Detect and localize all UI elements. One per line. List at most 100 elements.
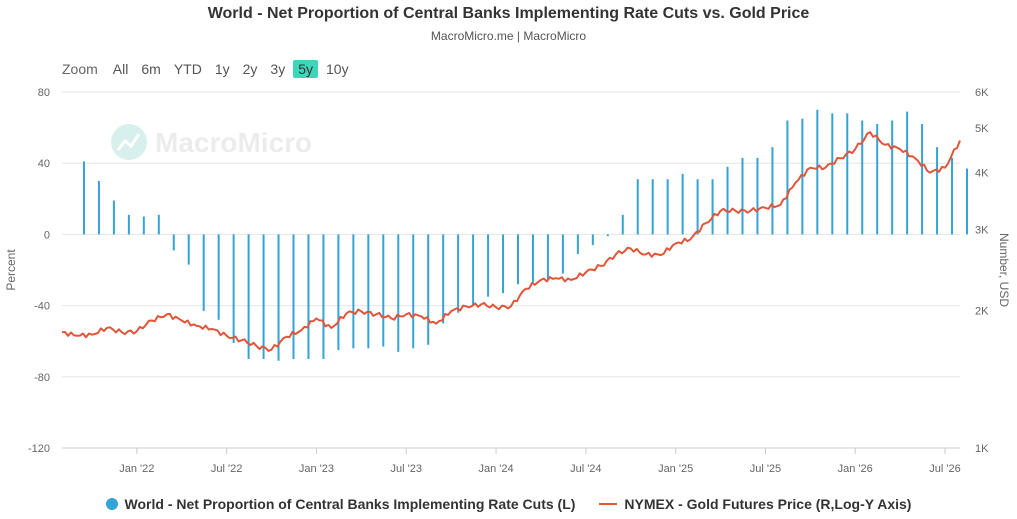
bar[interactable] — [606, 234, 609, 237]
range-button-5y[interactable]: 5y — [293, 60, 318, 78]
left-tick-label: -80 — [34, 372, 50, 384]
right-axis-title: Number, USD — [997, 233, 1011, 307]
bar[interactable] — [561, 234, 564, 274]
bar[interactable] — [82, 161, 85, 235]
bar[interactable] — [412, 234, 415, 349]
bar[interactable] — [442, 234, 445, 324]
bar[interactable] — [337, 234, 340, 351]
x-tick-label: Jan '26 — [838, 463, 873, 475]
range-button-6m[interactable]: 6m — [141, 61, 161, 77]
gold-price-line[interactable] — [61, 131, 961, 352]
bar[interactable] — [397, 234, 400, 352]
bar[interactable] — [157, 214, 160, 235]
range-button-10y[interactable]: 10y — [326, 61, 349, 77]
watermark: MacroMicro — [111, 124, 312, 160]
watermark-logo-mark-icon — [116, 133, 141, 151]
range-button-ytd[interactable]: YTD — [173, 61, 202, 77]
right-tick-label: 4K — [975, 168, 989, 180]
x-tick-label: Jan '22 — [119, 463, 154, 475]
left-tick-label: 40 — [38, 158, 50, 170]
bar[interactable] — [756, 157, 759, 235]
legend-line-swatch — [599, 503, 618, 505]
x-tick-label: Jan '25 — [658, 463, 693, 475]
bar[interactable] — [307, 234, 310, 359]
zoom-label: Zoom — [62, 61, 98, 77]
bar[interactable] — [816, 109, 819, 235]
bar[interactable] — [487, 234, 490, 297]
range-button-2y[interactable]: 2y — [242, 61, 258, 77]
bar[interactable] — [921, 124, 924, 235]
bar[interactable] — [771, 147, 774, 235]
bar[interactable] — [936, 147, 939, 235]
bar[interactable] — [906, 111, 909, 235]
bar[interactable] — [172, 234, 175, 251]
bar[interactable] — [202, 234, 205, 311]
bar[interactable] — [262, 234, 265, 359]
bar[interactable] — [97, 181, 100, 235]
bar[interactable] — [472, 234, 475, 306]
x-axis: Jan '22 Jul '22 Jan '23 Jul '23 Jan '24 Jul '… — [119, 448, 961, 475]
range-button-1y[interactable]: 1y — [214, 61, 230, 77]
bar[interactable] — [187, 234, 190, 265]
bar[interactable] — [517, 234, 519, 285]
legend: World - Net Proportion of Central Banks … — [0, 496, 1017, 512]
range-button-all[interactable]: All — [112, 61, 129, 77]
bar[interactable] — [502, 234, 505, 294]
bar[interactable] — [292, 234, 295, 359]
bar[interactable] — [726, 166, 729, 235]
bar[interactable] — [801, 118, 804, 235]
x-tick-label: Jul '25 — [750, 463, 781, 475]
bar[interactable] — [651, 179, 654, 235]
bar[interactable] — [711, 179, 714, 235]
bar[interactable] — [951, 157, 954, 235]
right-tick-label: 1K — [975, 443, 989, 455]
bar[interactable] — [696, 179, 699, 235]
right-tick-label: 6K — [975, 87, 989, 99]
bar[interactable] — [786, 120, 789, 235]
bar[interactable] — [966, 168, 968, 235]
x-tick-label: Jul '23 — [391, 463, 422, 475]
bar[interactable] — [876, 124, 879, 235]
x-tick-label: Jan '24 — [478, 463, 513, 475]
legend-item-rate-cuts[interactable]: World - Net Proportion of Central Banks … — [105, 496, 575, 512]
left-tick-label: 0 — [44, 229, 50, 241]
bar[interactable] — [621, 214, 624, 235]
bar[interactable] — [576, 234, 579, 254]
bar[interactable] — [127, 214, 130, 235]
bar[interactable] — [322, 234, 325, 359]
bar[interactable] — [741, 157, 744, 235]
bar[interactable] — [861, 120, 864, 235]
right-tick-label: 5K — [975, 123, 989, 135]
watermark-text: MacroMicro — [155, 127, 312, 158]
bar[interactable] — [591, 234, 594, 246]
chart-subtitle: MacroMicro.me | MacroMicro — [430, 29, 587, 43]
legend-item-gold[interactable]: NYMEX - Gold Futures Price (R,Log-Y Axis… — [599, 496, 911, 512]
left-tick-label: -120 — [28, 443, 50, 455]
bar[interactable] — [142, 216, 145, 235]
bar[interactable] — [277, 234, 280, 361]
bar[interactable] — [382, 234, 385, 347]
bar[interactable] — [457, 234, 460, 313]
left-axis: 80 40 0 -40 -80 -120 — [28, 87, 50, 455]
bar[interactable] — [846, 113, 849, 235]
bar[interactable] — [232, 234, 235, 343]
right-tick-label: 2K — [975, 305, 989, 317]
bar-series — [82, 109, 968, 361]
bar[interactable] — [367, 234, 370, 349]
bar[interactable] — [546, 234, 549, 279]
bar[interactable] — [247, 234, 250, 359]
bar[interactable] — [831, 113, 834, 235]
bar[interactable] — [531, 234, 534, 283]
bar[interactable] — [427, 234, 430, 345]
bar[interactable] — [112, 200, 115, 235]
bar[interactable] — [666, 179, 669, 235]
bar[interactable] — [636, 179, 639, 235]
bar[interactable] — [681, 173, 684, 235]
x-tick-label: Jul '24 — [570, 463, 601, 475]
bar[interactable] — [217, 234, 220, 320]
bar[interactable] — [352, 234, 355, 349]
x-tick-label: Jul '22 — [211, 463, 242, 475]
bar[interactable] — [891, 120, 894, 235]
range-button-3y[interactable]: 3y — [270, 61, 286, 77]
chart-title: World - Net Proportion of Central Banks … — [207, 5, 810, 22]
